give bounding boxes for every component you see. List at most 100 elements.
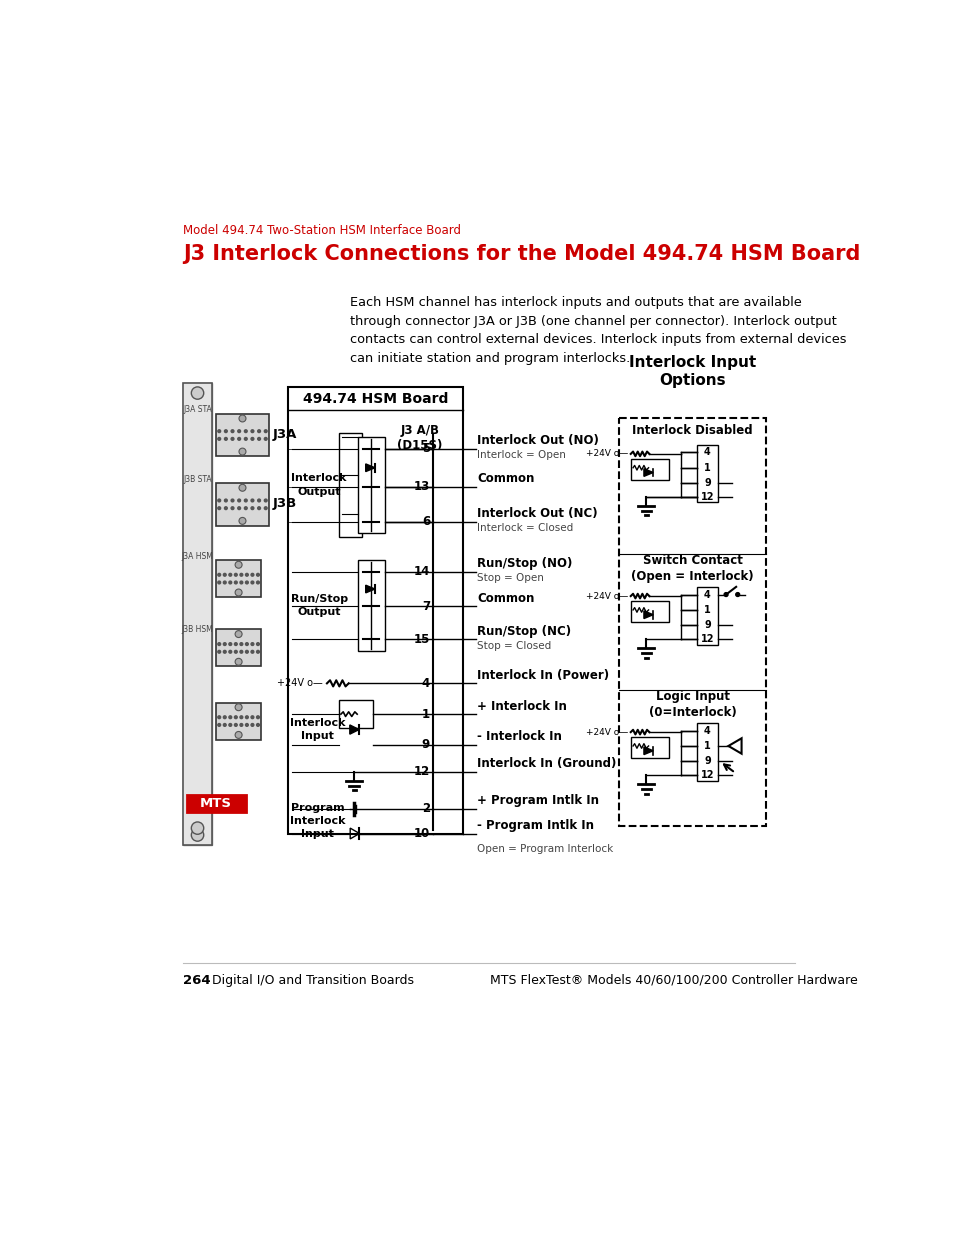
Text: J3A: J3A	[273, 429, 296, 441]
Circle shape	[251, 437, 253, 440]
Circle shape	[264, 506, 267, 510]
Bar	[216, 561, 261, 597]
Circle shape	[256, 651, 259, 653]
Circle shape	[264, 499, 267, 501]
Circle shape	[234, 651, 237, 653]
Text: Each HSM channel has interlock inputs and outputs that are available
through con: Each HSM channel has interlock inputs an…	[350, 296, 846, 364]
Text: 9: 9	[703, 478, 710, 488]
Text: 5: 5	[421, 442, 430, 454]
Text: 9: 9	[421, 739, 430, 751]
Circle shape	[239, 448, 246, 454]
Text: 9: 9	[703, 620, 710, 630]
Circle shape	[257, 430, 260, 432]
Circle shape	[257, 499, 260, 501]
Text: 6: 6	[421, 515, 430, 529]
Bar	[338, 433, 361, 537]
Polygon shape	[643, 611, 653, 619]
Circle shape	[240, 716, 242, 719]
Polygon shape	[365, 464, 375, 472]
Circle shape	[239, 484, 246, 492]
Text: Digital I/O and Transition Boards: Digital I/O and Transition Boards	[212, 973, 414, 987]
Circle shape	[224, 506, 227, 510]
Circle shape	[217, 724, 220, 726]
Circle shape	[229, 582, 232, 584]
Text: Interlock = Open: Interlock = Open	[476, 450, 565, 461]
Text: J3B: J3B	[273, 498, 296, 510]
Circle shape	[257, 437, 260, 440]
Bar	[696, 722, 718, 781]
Circle shape	[256, 716, 259, 719]
Circle shape	[256, 724, 259, 726]
Text: 4: 4	[703, 447, 710, 457]
Circle shape	[231, 506, 233, 510]
Circle shape	[234, 573, 237, 577]
Text: 12: 12	[700, 635, 714, 645]
Circle shape	[251, 430, 253, 432]
Circle shape	[256, 573, 259, 577]
Circle shape	[251, 651, 253, 653]
Text: J3A STA: J3A STA	[183, 405, 212, 415]
Circle shape	[234, 561, 242, 568]
Bar	[357, 437, 385, 534]
Circle shape	[217, 716, 220, 719]
Text: 264: 264	[183, 973, 211, 987]
Polygon shape	[643, 468, 653, 477]
Circle shape	[245, 651, 248, 653]
Bar	[696, 587, 718, 645]
Text: Run/Stop (NC): Run/Stop (NC)	[476, 625, 571, 638]
Bar	[630, 458, 669, 480]
Text: 1: 1	[703, 741, 710, 751]
Circle shape	[224, 437, 227, 440]
Text: Interlock
Output: Interlock Output	[292, 473, 347, 496]
Text: 1: 1	[421, 708, 430, 721]
Circle shape	[245, 716, 248, 719]
Bar	[630, 737, 669, 758]
Circle shape	[240, 724, 242, 726]
Circle shape	[264, 430, 267, 432]
Circle shape	[224, 430, 227, 432]
Circle shape	[217, 506, 220, 510]
Circle shape	[251, 573, 253, 577]
Text: Common: Common	[476, 592, 534, 605]
Circle shape	[229, 716, 232, 719]
Circle shape	[251, 724, 253, 726]
Text: Stop = Closed: Stop = Closed	[476, 641, 551, 651]
Text: Interlock Input
Options: Interlock Input Options	[628, 354, 756, 389]
Text: +24V o—: +24V o—	[277, 678, 323, 688]
Circle shape	[217, 573, 220, 577]
Circle shape	[245, 582, 248, 584]
Circle shape	[234, 658, 242, 666]
Circle shape	[231, 499, 233, 501]
Circle shape	[223, 582, 226, 584]
Circle shape	[244, 499, 247, 501]
Circle shape	[257, 506, 260, 510]
Circle shape	[256, 582, 259, 584]
Text: - Program Intlk In: - Program Intlk In	[476, 819, 594, 832]
Text: 4: 4	[703, 589, 710, 599]
Circle shape	[234, 582, 237, 584]
Polygon shape	[350, 725, 358, 734]
Text: Run/Stop (NO): Run/Stop (NO)	[476, 557, 572, 571]
Circle shape	[224, 499, 227, 501]
Bar	[216, 703, 261, 740]
Circle shape	[237, 499, 240, 501]
Circle shape	[237, 506, 240, 510]
Text: 1: 1	[703, 463, 710, 473]
Text: MTS: MTS	[200, 797, 232, 810]
Text: 12: 12	[700, 492, 714, 501]
Text: 9: 9	[703, 756, 710, 767]
Text: J3A HSM: J3A HSM	[181, 552, 213, 561]
Circle shape	[240, 582, 242, 584]
Bar	[216, 630, 261, 667]
Circle shape	[251, 582, 253, 584]
Text: J3 Interlock Connections for the Model 494.74 HSM Board: J3 Interlock Connections for the Model 4…	[183, 243, 860, 264]
Text: J3B STA: J3B STA	[183, 474, 212, 484]
Bar	[187, 795, 245, 811]
Circle shape	[217, 642, 220, 646]
Circle shape	[223, 716, 226, 719]
Text: Interlock In (Power): Interlock In (Power)	[476, 669, 609, 682]
Circle shape	[245, 724, 248, 726]
Text: J3B HSM: J3B HSM	[181, 625, 213, 634]
Circle shape	[240, 642, 242, 646]
Circle shape	[223, 724, 226, 726]
